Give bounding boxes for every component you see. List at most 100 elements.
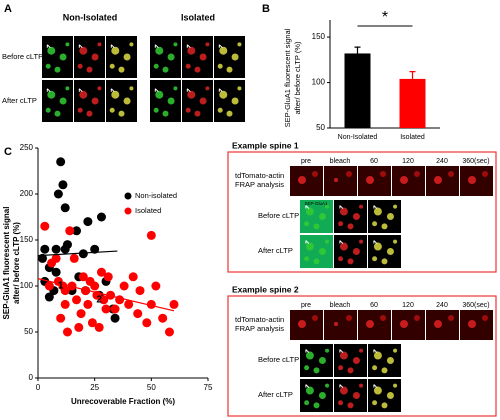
scatter-point [90,244,100,254]
annotation: 2 [96,294,102,305]
image-blob [381,367,388,374]
image-blob [373,242,382,251]
spine-title: Example spine 2 [232,284,299,294]
time-label: 240 [436,158,448,165]
image-blob [304,256,310,262]
scatter-point [60,286,70,296]
arrowhead [305,384,310,388]
column-label: Merge [378,345,391,350]
frap-blob [434,320,442,328]
image-blob [111,90,120,99]
image-blob [393,348,398,353]
image-blob [313,402,320,409]
x-tick-label: Non-Isolated [338,134,378,141]
frap-blob [312,171,318,177]
frap-tile [358,310,391,340]
time-label: 60 [370,302,378,309]
x-tick-label: Isolated [400,134,425,141]
scatter-point [146,299,156,309]
arrowhead [305,349,310,353]
image-blob [338,221,344,227]
scatter-point [74,322,84,332]
image-blob [325,239,330,244]
arrowhead [110,88,115,93]
frap-blob [380,315,386,321]
image-blob [313,258,320,265]
image-blob [173,86,178,91]
arrowhead [339,384,344,388]
y-axis-label: SEP-GluA1 fluorescent signal [2,207,11,320]
image-blob [381,258,388,265]
scatter-point [40,221,50,231]
time-label: 120 [402,158,414,165]
image-blob [111,46,120,55]
x-tick-label: 50 [147,383,156,392]
image-blob [304,365,310,371]
arrowhead [339,205,344,209]
y-tick-label: 100 [20,281,34,290]
scatter-point [99,295,109,305]
image-blob [313,223,320,230]
scatter-point [44,281,54,291]
row-label: Before cLTP [258,211,299,220]
frap-label: FRAP analysis [235,324,284,333]
legend-marker [124,207,132,215]
scatter-point [81,286,91,296]
arrowhead [305,205,310,209]
image-blob [325,348,330,353]
image-blob [217,107,223,113]
image-blob [305,351,314,360]
image-blob [205,42,210,47]
frap-blob [346,315,352,321]
image-blob [77,63,83,69]
image-blob [393,383,398,388]
image-blob [91,53,99,61]
scatter-point [60,299,70,309]
scatter-point [96,212,106,222]
image-blob [185,107,191,113]
row-label: Before cLTP [2,52,43,61]
scatter-point [51,267,61,277]
frap-label: tdTomato-actin [235,171,284,180]
scatter-point [142,318,152,328]
image-blob [65,86,70,91]
image-blob [45,107,51,113]
y-tick-label: 150 [20,235,34,244]
arrowhead [110,44,115,49]
scatter-point [101,304,111,314]
image-blob [325,204,330,209]
image-blob [352,392,360,399]
y-axis-label: SEP-GluA1 fluorescent signal [283,28,292,127]
time-label: 360(sec) [462,302,489,309]
image-blob [153,107,159,113]
time-label: pre [301,302,311,309]
image-blob [91,97,99,105]
image-blob [339,242,348,251]
image-blob [59,53,67,61]
arrowhead [78,44,83,49]
frap-tile [358,166,391,196]
image-blob [313,367,320,374]
image-blob [339,207,348,216]
image-blob [318,248,326,255]
image-blob [305,386,314,395]
legend-label: Isolated [135,206,161,215]
arrowhead [339,349,344,353]
frap-tile [426,310,459,340]
y-axis-label: after/ before cLTP (%) [12,222,21,304]
image-blob [339,351,348,360]
scatter-point [78,272,88,282]
frap-tile [460,310,493,340]
scatter-point [90,281,100,291]
image-blob [173,42,178,47]
frap-blob [400,320,408,328]
row-label: After cLTP [258,390,293,399]
frap-blob [400,176,408,184]
annotation: 1 [58,281,64,292]
x-tick-label: 25 [90,383,99,392]
frap-label: FRAP analysis [235,180,284,189]
image-blob [373,351,382,360]
image-blob [304,221,310,227]
frap-tile [324,166,357,196]
arrowhead [154,88,159,93]
